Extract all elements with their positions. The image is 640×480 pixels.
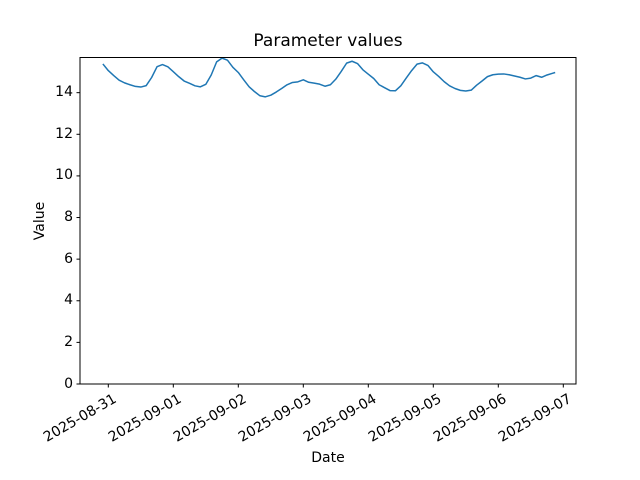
x-axis-label: Date (311, 450, 345, 466)
y-tick-label: 6 (64, 250, 73, 267)
tick-marks (76, 92, 564, 388)
y-tick-label: 4 (64, 292, 73, 309)
y-tick-label: 12 (55, 125, 73, 142)
y-tick-label: 2 (64, 333, 73, 350)
y-tick-label: 14 (55, 84, 73, 101)
axes-frame (79, 57, 577, 385)
y-axis-label: Value (32, 201, 48, 241)
chart-title: Parameter values (253, 31, 403, 51)
y-tick-label: 0 (64, 375, 73, 392)
y-tick-label: 10 (55, 167, 73, 184)
y-tick-label: 8 (64, 209, 73, 226)
data-line (102, 57, 556, 98)
